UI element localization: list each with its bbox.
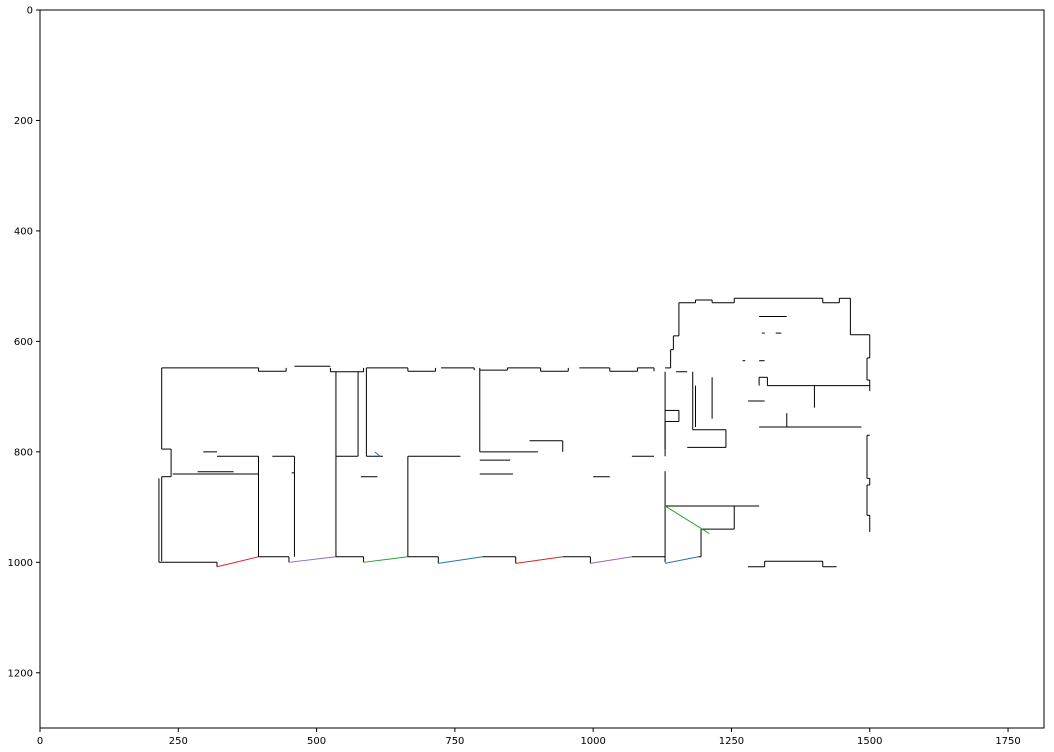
wall-segment [216,556,259,568]
y-tick-label: 200 [14,116,33,127]
x-tick-label: 500 [307,736,326,747]
y-tick-label: 400 [14,226,33,237]
y-tick-label: 800 [14,447,33,458]
x-tick-label: 1250 [719,736,744,747]
wall-segment [374,451,381,457]
wall-segment [438,556,483,564]
y-axis: 0 200 400 600 800 1000 1200 [8,6,40,679]
y-tick-label: 1000 [8,558,33,569]
wall-segment [664,556,699,564]
wall-segment [363,556,408,563]
x-tick-label: 250 [169,736,188,747]
wall-segment [590,556,632,564]
wall-segment [288,556,336,563]
plot-area [39,9,1045,729]
wall-segment [664,505,710,535]
x-axis: 0 250 500 750 1000 1250 1500 1750 [37,728,1021,747]
y-tick-label: 0 [27,6,33,17]
x-tick-label: 1750 [995,736,1020,747]
y-tick-label: 1200 [8,668,33,679]
x-tick-label: 1000 [580,736,605,747]
y-tick-label: 600 [14,337,33,348]
x-tick-label: 1500 [857,736,882,747]
wall-segments [158,297,871,568]
x-tick-label: 0 [37,736,43,747]
x-tick-label: 750 [445,736,464,747]
wall-segment [515,556,563,564]
